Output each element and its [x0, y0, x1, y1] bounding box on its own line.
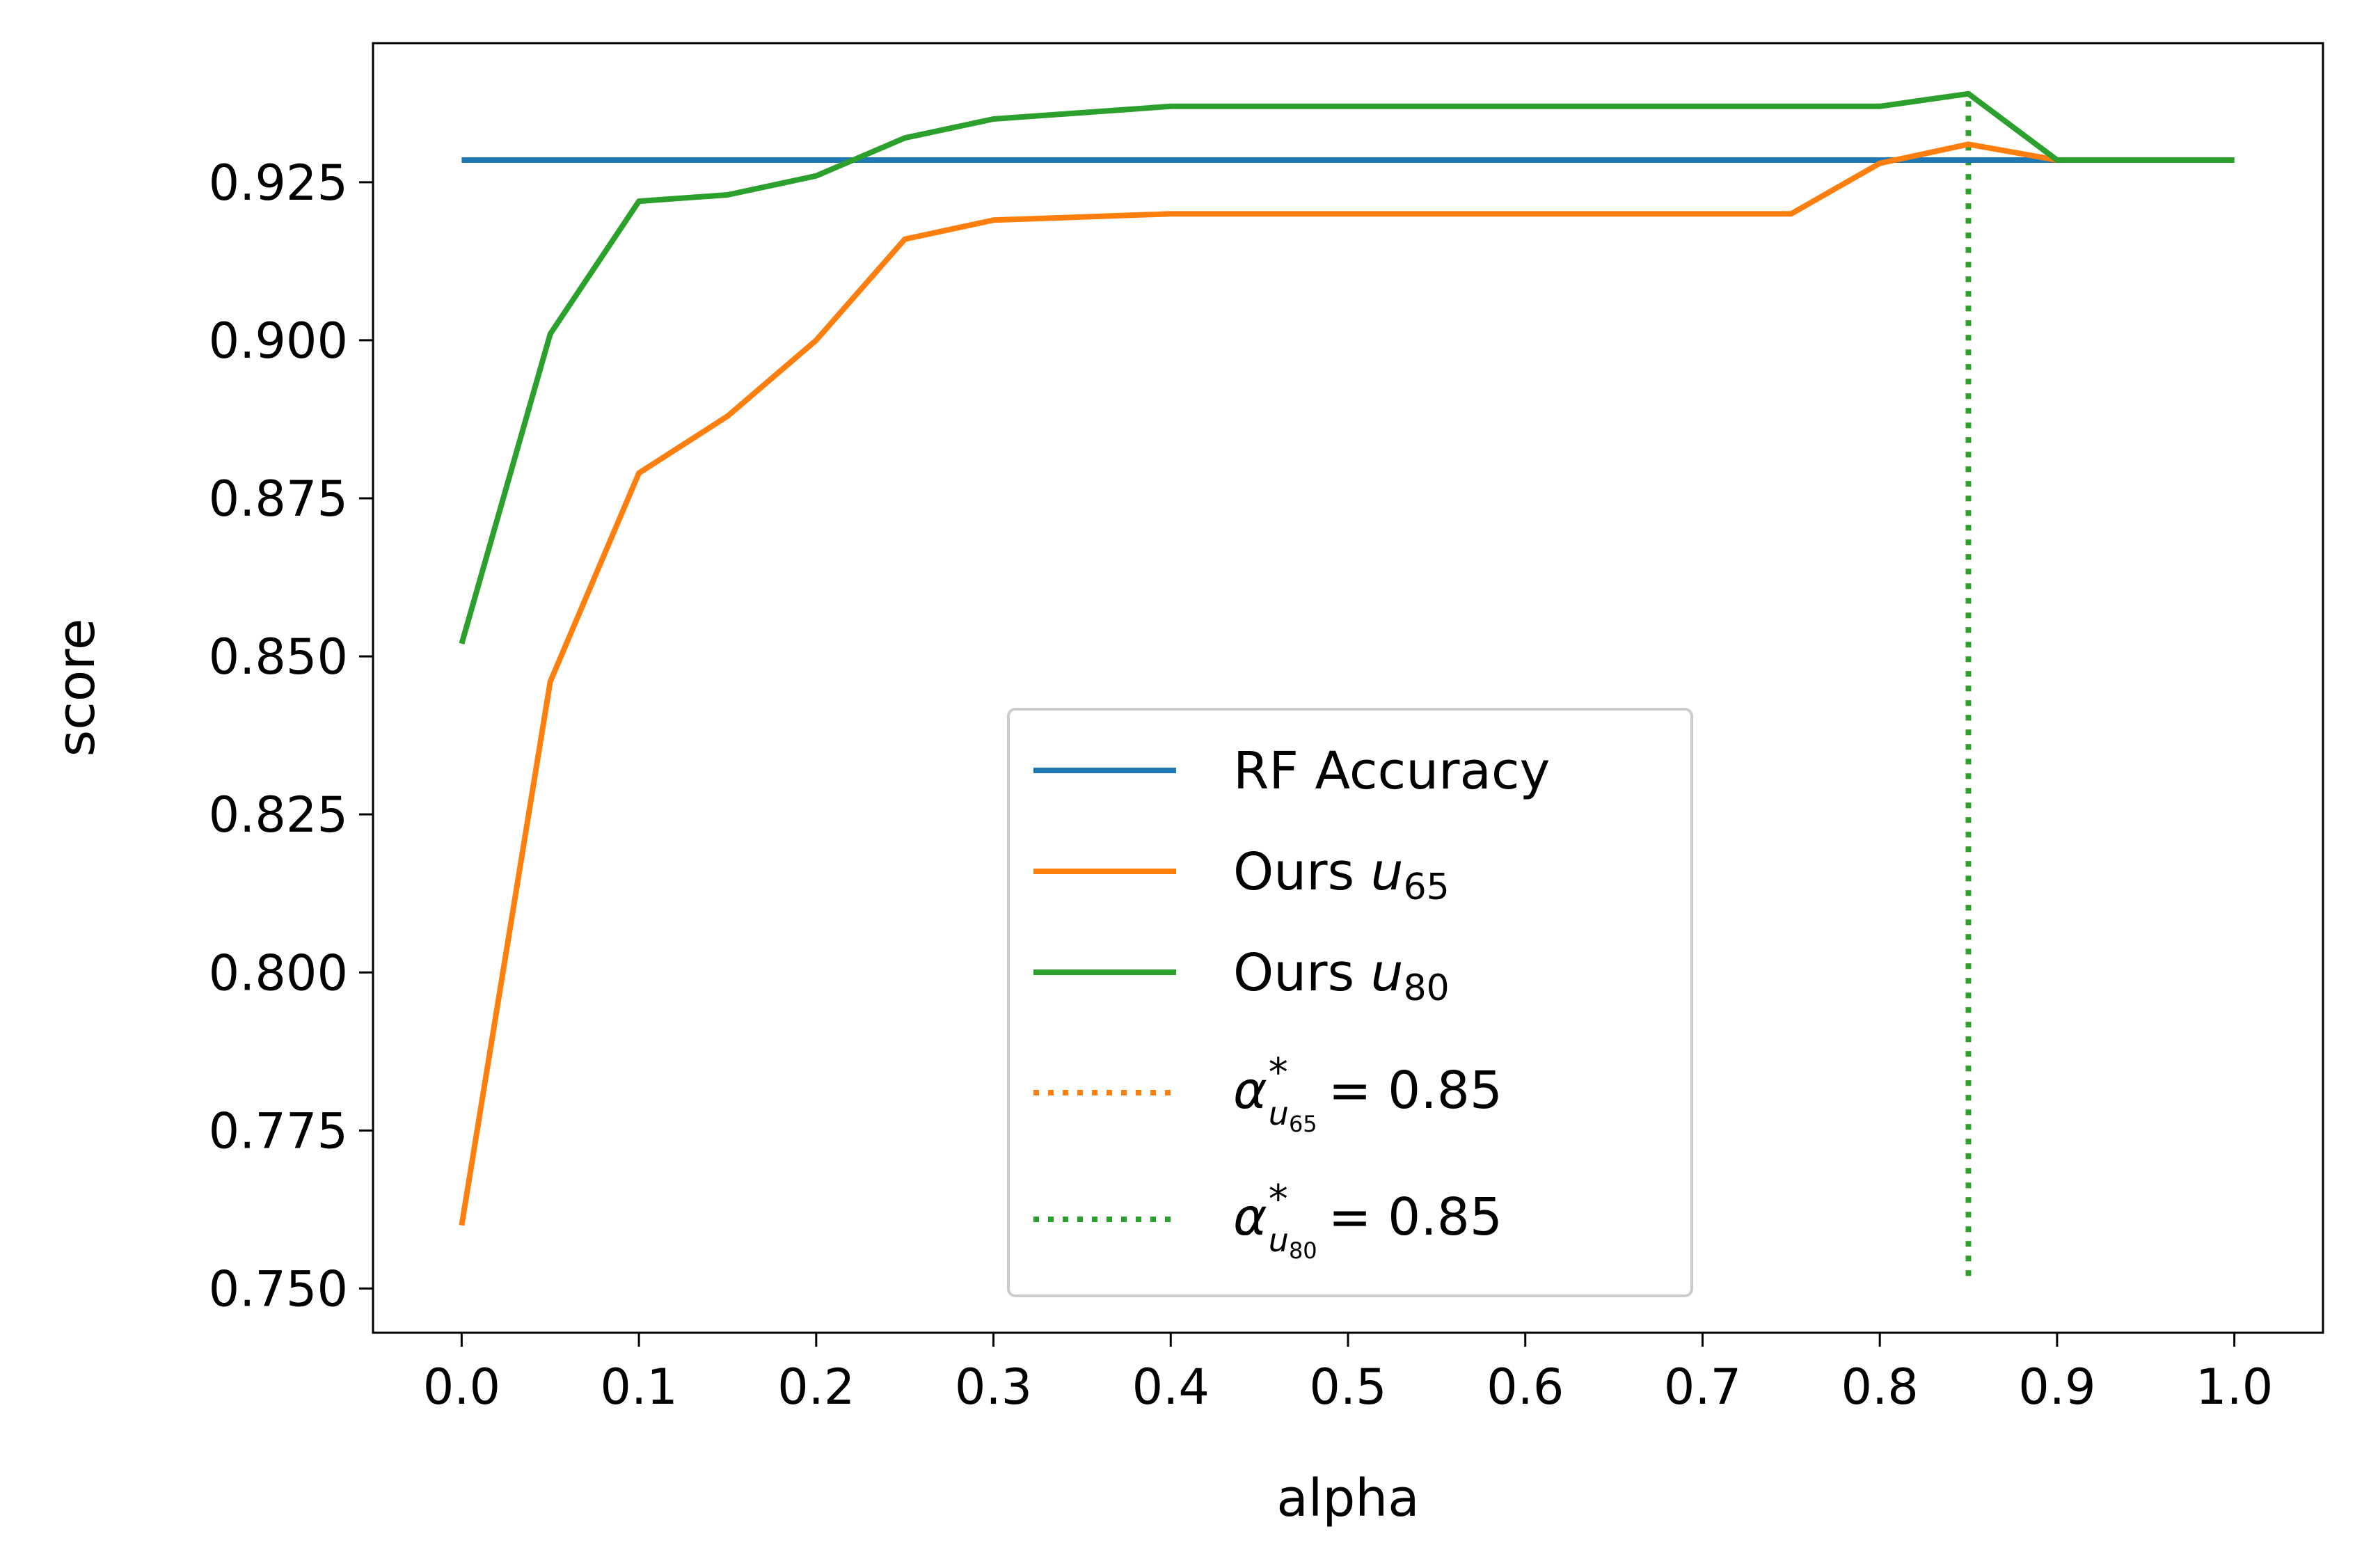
plot-lines: [459, 90, 2235, 1276]
series-line-2: [459, 90, 2235, 644]
legend-label: Ours u80: [1233, 943, 1450, 1009]
legend-label: α* u65= 0.85: [1233, 1050, 1502, 1137]
y-tick-label: 0.875: [209, 470, 348, 528]
legend: RF Accuracy Ours u65 Ours u80 α* u65= 0.85 α*…: [1007, 708, 1693, 1297]
x-axis-label: alpha: [1276, 1468, 1419, 1528]
y-tick-label: 0.750: [209, 1260, 348, 1317]
legend-label: α* u80= 0.85: [1233, 1177, 1502, 1264]
x-tick-label: 1.0: [2196, 1359, 2273, 1416]
x-tick-label: 0.9: [2018, 1359, 2095, 1416]
legend-label: Ours u65: [1233, 842, 1450, 908]
x-tick-label: 0.5: [1309, 1359, 1386, 1416]
y-tick-label: 0.775: [209, 1102, 348, 1159]
x-tick-label: 0.8: [1841, 1359, 1919, 1416]
x-tick-label: 0.7: [1664, 1359, 1741, 1416]
x-tick-label: 0.1: [600, 1359, 677, 1416]
x-tick-label: 0.3: [955, 1359, 1032, 1416]
legend-box: [1007, 708, 1693, 1297]
y-axis-label: score: [47, 619, 106, 757]
y-tick-label: 0.900: [209, 312, 348, 370]
x-tick-label: 0.4: [1132, 1359, 1210, 1416]
x-tick-label: 0.6: [1486, 1359, 1564, 1416]
y-tick-label: 0.850: [209, 628, 348, 686]
x-tick-label: 0.0: [423, 1359, 500, 1416]
y-tick-label: 0.825: [209, 786, 348, 844]
y-tick-label: 0.925: [209, 155, 348, 212]
y-tick-label: 0.800: [209, 944, 348, 1001]
series-line-1: [459, 141, 2235, 1226]
legend-label: RF Accuracy: [1233, 741, 1550, 801]
y-axis: 0.750 0.775 0.800 0.825 0.850 0.875 0.900 0.925: [209, 155, 373, 1317]
x-tick-label: 0.2: [777, 1359, 855, 1416]
x-axis: 0.0 0.1 0.2 0.3 0.4 0.5 0.6 0.7 0.8 0.9 1.0: [423, 1333, 2273, 1416]
